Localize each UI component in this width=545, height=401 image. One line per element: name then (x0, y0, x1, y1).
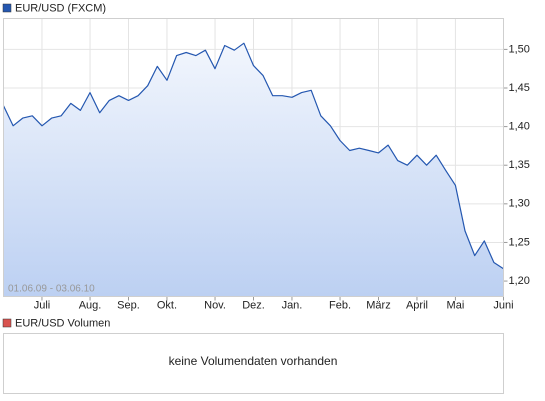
legend-label: EUR/USD (FXCM) (15, 2, 106, 14)
legend-label: EUR/USD Volumen (15, 317, 110, 329)
x-tick-label: Feb. (329, 299, 351, 311)
x-tick-label: Juni (493, 299, 513, 311)
y-tick-label: 1,25 (509, 236, 530, 248)
area-fill (3, 43, 504, 297)
x-tick-label: Sep. (117, 299, 140, 311)
plot-frame (3, 18, 504, 297)
date-range: 01.06.09 - 03.06.10 (8, 284, 95, 295)
y-tick-label: 1,20 (509, 275, 530, 287)
y-tick-label: 1,45 (509, 82, 530, 94)
y-tick-label: 1,50 (509, 43, 530, 55)
x-tick-label: Jan. (282, 299, 303, 311)
x-tick-label: Dez. (242, 299, 265, 311)
y-tick-label: 1,40 (509, 121, 530, 133)
x-tick-label: Okt. (157, 299, 177, 311)
volume-frame (3, 333, 504, 394)
x-tick-label: März (366, 299, 390, 311)
y-tick-label: 1,35 (509, 159, 530, 171)
x-tick-label: Mai (447, 299, 465, 311)
x-tick-label: April (406, 299, 428, 311)
legend-swatch (2, 3, 12, 13)
price-line (2, 42, 504, 270)
legend-swatch (2, 318, 12, 328)
legend: EUR/USD (FXCM) (2, 2, 106, 14)
x-tick-label: Juli (34, 299, 51, 311)
x-tick-label: Nov. (204, 299, 226, 311)
x-tick-label: Aug. (79, 299, 102, 311)
empty-message: keine Volumendaten vorhanden (169, 354, 338, 368)
y-tick-label: 1,30 (509, 198, 530, 210)
volume-panel: EUR/USD Volumen keine Volumendaten vorha… (2, 317, 504, 394)
